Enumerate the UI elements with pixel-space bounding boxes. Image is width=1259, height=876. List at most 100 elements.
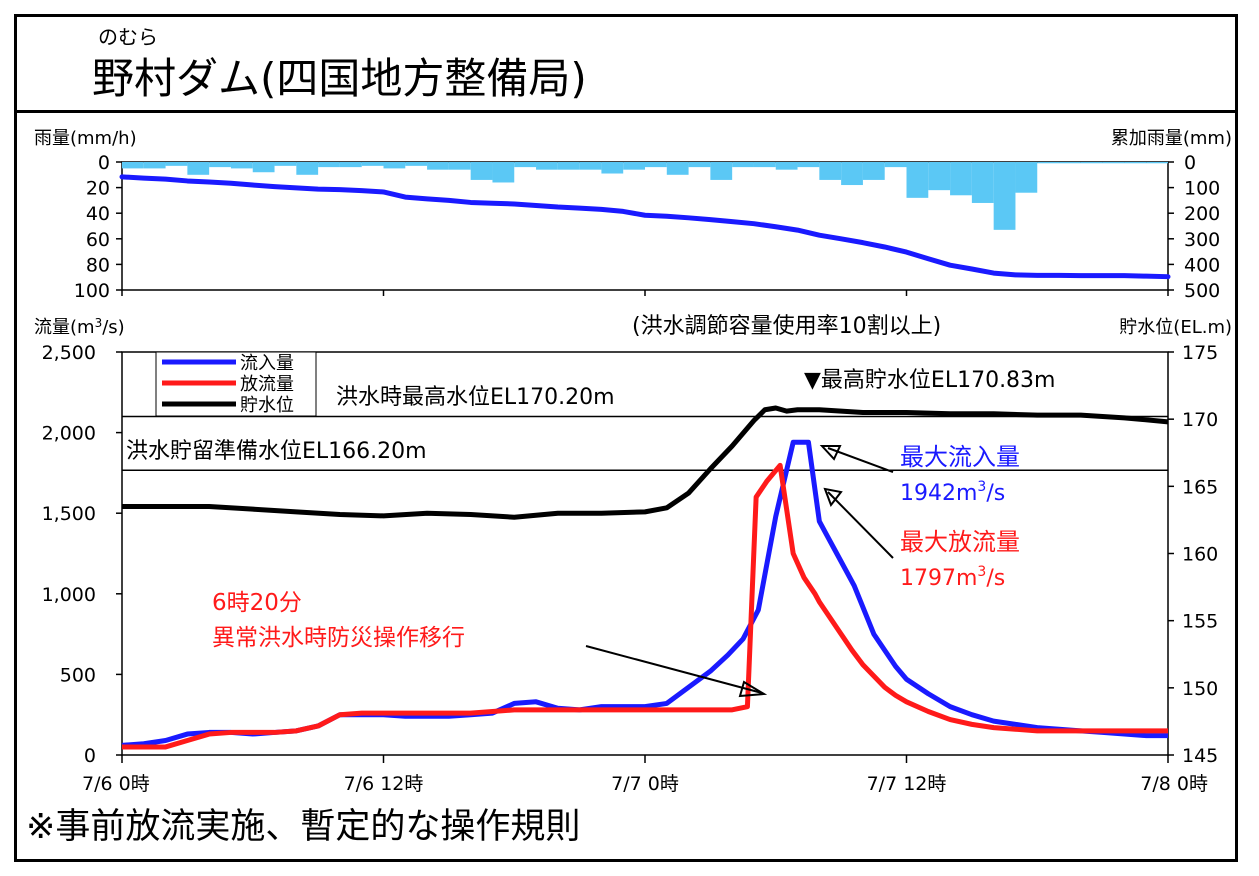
rain-bar xyxy=(405,162,428,166)
legend-label-inflow: 流入量 xyxy=(240,353,294,374)
rain-bar xyxy=(928,162,951,191)
rain-bar xyxy=(819,162,842,180)
legend: 流入量 放流量 貯水位 xyxy=(155,351,317,417)
rain-bar xyxy=(688,162,711,168)
max-outflow-label: 最大放流量 xyxy=(900,528,1020,556)
legend-label-level: 貯水位 xyxy=(240,395,294,416)
rain-bar xyxy=(710,162,733,180)
title-furigana: のむら xyxy=(98,25,158,49)
rain-bar xyxy=(514,162,537,168)
rain-right-tick-label: 400 xyxy=(1184,254,1220,276)
flow-right-tick-label: 160 xyxy=(1182,544,1218,566)
rain-left-tick-label: 100 xyxy=(74,280,110,302)
operation-switch-time: 6時20分 xyxy=(212,590,302,616)
flow-right-tick-label: 155 xyxy=(1182,611,1218,633)
flow-left-tick-label: 500 xyxy=(60,664,96,686)
rain-left-tick-label: 0 xyxy=(98,152,110,174)
outflow-line xyxy=(122,462,1168,750)
max-outflow-arrow xyxy=(827,491,894,559)
rain-bar xyxy=(470,162,493,180)
rain-bar xyxy=(1059,162,1081,164)
peak-level-annotation: ▼最高貯水位EL170.83m xyxy=(804,368,1056,393)
rain-right-tick-label: 500 xyxy=(1184,280,1220,302)
operation-switch-arrowhead xyxy=(738,680,768,698)
rain-bar xyxy=(492,162,515,183)
rain-bar xyxy=(296,162,319,175)
rain-bars xyxy=(122,162,1168,230)
rain-bar xyxy=(950,162,972,196)
flow-right-axis-label: 貯水位(EL.m) xyxy=(1119,317,1232,338)
capacity-usage-note: (洪水調節容量使用率10割以上) xyxy=(632,314,941,339)
rain-bar xyxy=(666,162,689,175)
rain-bar xyxy=(448,162,471,170)
rain-bar xyxy=(252,162,275,173)
rain-bar xyxy=(1015,162,1038,193)
rain-bar xyxy=(884,162,907,168)
flood-storage-prep-level-label: 洪水貯留準備水位EL166.20m xyxy=(126,439,427,464)
rainfall-panel: 0 20 40 60 80 100 0 100 200 300 400 500 雨量(mm/h) 累… xyxy=(34,128,1232,302)
flow-x-tick-label: 7/6 0時 xyxy=(82,773,150,795)
rain-left-tick-label: 80 xyxy=(86,254,110,276)
rain-bar xyxy=(536,162,558,170)
rain-bar xyxy=(187,162,210,175)
rain-right-tick-label: 200 xyxy=(1184,203,1220,225)
rain-bar xyxy=(579,162,602,170)
max-inflow-value: 1942m3/s xyxy=(900,479,1005,506)
flow-right-tick-label: 145 xyxy=(1182,745,1218,767)
rain-bar xyxy=(383,162,406,169)
rain-bar xyxy=(993,162,1016,230)
max-outflow-value: 1797m3/s xyxy=(900,564,1005,591)
flow-right-tick-label: 175 xyxy=(1182,342,1218,364)
rainfall-left-axis-label: 雨量(mm/h) xyxy=(34,128,137,149)
rain-bar xyxy=(230,162,253,169)
rain-bar xyxy=(318,162,340,168)
rain-bar xyxy=(1102,162,1125,164)
flow-x-tick-label: 7/7 12時 xyxy=(867,773,947,795)
rain-left-tick-label: 40 xyxy=(86,203,110,225)
flow-x-tick-label: 7/7 0時 xyxy=(611,773,679,795)
max-inflow-label: 最大流入量 xyxy=(900,443,1020,471)
rain-bar xyxy=(971,162,994,203)
flow-right-ticks: 145 150 155 160 165 170 175 xyxy=(1168,342,1218,767)
rain-bar xyxy=(122,162,144,169)
flow-x-tick-label: 7/6 12時 xyxy=(344,773,424,795)
rain-bar xyxy=(339,162,362,168)
footnote: ※事前放流実施、暫定的な操作規則 xyxy=(26,807,581,847)
flow-left-tick-label: 2,000 xyxy=(42,423,96,445)
rain-bar xyxy=(906,162,929,198)
flow-x-ticks: 7/6 0時 7/6 12時 7/7 0時 7/7 12時 7/8 0時 xyxy=(82,755,1208,795)
rain-left-tick-label: 20 xyxy=(86,178,110,200)
rainfall-right-axis-label: 累加雨量(mm) xyxy=(1111,128,1232,149)
rain-bar xyxy=(165,162,188,166)
flow-panel: 0 500 1,000 1,500 2,000 2,500 145 150 155 160 165… xyxy=(34,314,1232,795)
flow-x-tick-label: 7/8 0時 xyxy=(1140,773,1208,795)
legend-label-outflow: 放流量 xyxy=(240,374,294,395)
flow-left-tick-label: 1,500 xyxy=(42,503,96,525)
rain-left-tick-label: 60 xyxy=(86,229,110,251)
rainfall-x-ticks xyxy=(121,290,1169,296)
operation-switch-desc: 異常洪水時防災操作移行 xyxy=(212,625,465,651)
rain-bar xyxy=(775,162,798,170)
rain-bar xyxy=(1124,162,1147,164)
cumulative-rain-line xyxy=(119,174,1171,280)
water-level-line xyxy=(122,405,1169,520)
rain-bar xyxy=(841,162,863,186)
rainfall-left-ticks: 0 20 40 60 80 100 xyxy=(74,152,122,302)
max-inflow-arrowhead xyxy=(819,445,842,461)
header-divider xyxy=(14,110,1238,113)
flow-left-ticks: 0 500 1,000 1,500 2,000 2,500 xyxy=(42,342,122,767)
rain-bar xyxy=(1080,162,1103,164)
max-outflow-arrowhead xyxy=(823,487,843,508)
operation-switch-arrow xyxy=(585,645,763,694)
page-title: 野村ダム(四国地方整備局) xyxy=(92,54,587,103)
rain-bar xyxy=(1146,162,1168,164)
rain-bar xyxy=(557,162,580,170)
rain-right-tick-label: 300 xyxy=(1184,229,1220,251)
flow-left-axis-label: 流量(m3/s) xyxy=(34,316,125,338)
rain-bar xyxy=(209,162,231,168)
flow-right-tick-label: 150 xyxy=(1182,678,1218,700)
rain-bar xyxy=(601,162,624,174)
rain-bar xyxy=(753,162,776,168)
flow-left-tick-label: 1,000 xyxy=(42,584,96,606)
flow-left-tick-label: 2,500 xyxy=(42,342,96,364)
